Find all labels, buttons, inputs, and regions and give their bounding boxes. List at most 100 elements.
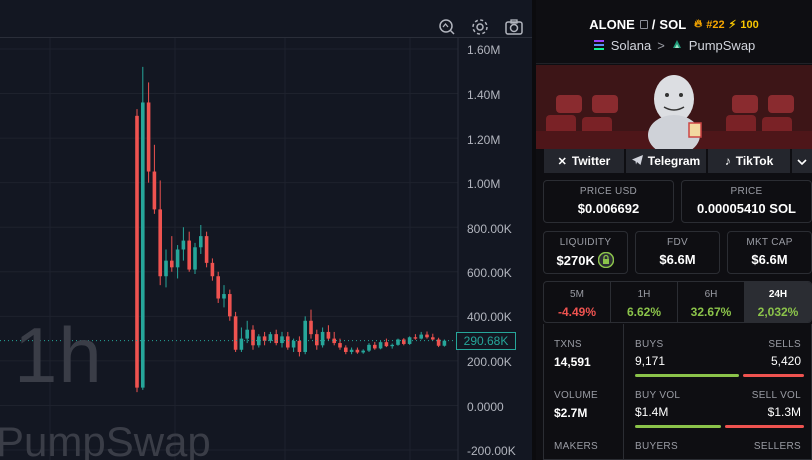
candle-body	[181, 240, 186, 250]
social-links: ✕ Twitter Telegram ♪ TikTok	[544, 149, 812, 173]
telegram-icon	[631, 154, 643, 168]
trending-rank[interactable]: #22	[706, 18, 725, 31]
tab-label: 24H	[768, 289, 788, 300]
candle-body	[268, 334, 273, 341]
candle-body	[355, 349, 360, 353]
liquidity-amount: $270K	[556, 253, 595, 268]
last-price-label: 290.68K	[456, 332, 516, 350]
telegram-link[interactable]: Telegram	[626, 149, 706, 173]
dex-link[interactable]: PumpSwap	[688, 38, 756, 53]
camera-icon[interactable]	[503, 16, 525, 38]
candle-body	[384, 342, 389, 347]
candle-body	[361, 350, 365, 353]
pair-separator: /	[651, 17, 656, 32]
sell-vol-ratio-bar	[725, 425, 804, 428]
buys-value: 9,171	[635, 354, 666, 368]
mcap-box: MKT CAP $6.6M	[727, 231, 812, 274]
volume-value: $2.7M	[554, 406, 588, 420]
candle-body	[309, 320, 313, 335]
candle-body	[425, 334, 429, 338]
quote-symbol: SOL	[659, 17, 687, 32]
buy-vol-value: $1.4M	[635, 405, 669, 419]
fdv-label[interactable]: FDV	[667, 237, 688, 248]
candle-body	[442, 340, 447, 346]
sellers-label: SELLERS	[753, 441, 801, 452]
candle-body	[164, 260, 168, 277]
buys-ratio-bar	[635, 374, 739, 377]
candle-body	[228, 294, 232, 317]
sells-ratio-bar	[743, 374, 804, 377]
candle-body	[175, 249, 180, 268]
copy-icon[interactable]	[639, 20, 648, 29]
tab-label: 5M	[570, 289, 584, 300]
trade-stats: TXNS 14,591 BUYS 9,171 SELLS 5,420 VOLUM…	[543, 324, 812, 460]
txns-label: TXNS	[554, 339, 582, 350]
candle-body	[338, 343, 342, 348]
candle-body	[280, 336, 284, 344]
candle-body	[245, 329, 249, 339]
buy-vol-label: BUY VOL	[635, 390, 681, 401]
price-native-box: PRICE 0.00005410 SOL	[681, 180, 812, 223]
fdv-value: $6.6M	[659, 252, 696, 267]
candle-body	[297, 340, 302, 352]
chain-link[interactable]: Solana	[610, 38, 652, 53]
tab-label: 1H	[637, 289, 651, 300]
candle-body	[187, 240, 191, 270]
boost-count[interactable]: 100	[740, 18, 759, 31]
tab-1h[interactable]: 1H 6.62%	[611, 282, 678, 322]
price-native-label: PRICE	[730, 186, 763, 197]
liquidity-value: $270K	[544, 251, 627, 271]
candlestick-chart[interactable]	[0, 0, 532, 460]
candle-body	[193, 247, 197, 270]
tab-6h[interactable]: 6H 32.67%	[678, 282, 745, 322]
candle-body	[315, 334, 319, 346]
candle-body	[141, 102, 145, 388]
price-axis-label: 800.00K	[467, 222, 512, 236]
chain-breadcrumb: Solana > PumpSwap	[536, 38, 812, 53]
candle-body	[431, 337, 435, 340]
telegram-label: Telegram	[647, 154, 701, 168]
chevron-right-icon: >	[657, 38, 665, 53]
mcap-label[interactable]: MKT CAP	[746, 237, 793, 248]
liquidity-box: LIQUIDITY $270K	[543, 231, 628, 274]
token-banner-image	[536, 65, 812, 149]
sell-vol-label: SELL VOL	[751, 390, 801, 401]
candle-body	[286, 336, 290, 348]
sells-label: SELLS	[768, 339, 801, 350]
candle-body	[390, 344, 394, 347]
candle-body	[274, 334, 278, 344]
candle-body	[373, 344, 377, 349]
more-socials-button[interactable]	[792, 149, 812, 173]
candle-body	[170, 260, 174, 268]
settings-icon[interactable]	[469, 16, 491, 38]
candle-body	[367, 344, 371, 351]
candle-body	[407, 337, 412, 344]
base-symbol: ALONE	[589, 17, 635, 32]
sells-value: 5,420	[770, 354, 801, 368]
pane-resize-handle[interactable]	[532, 0, 536, 460]
candle-body	[332, 338, 336, 344]
candle-body	[303, 320, 307, 352]
lock-icon[interactable]	[598, 251, 615, 271]
lightning-icon: ⚡︎	[728, 19, 737, 31]
candle-body	[436, 339, 441, 346]
tab-5m[interactable]: 5M -4.49%	[544, 282, 611, 322]
price-change: 32.67%	[690, 305, 732, 319]
price-chart[interactable]: 1h PumpSwap 1.60M 1.40M 1.20M 1.00M 800.…	[0, 0, 532, 460]
tab-24h[interactable]: 24H 2,032%	[745, 282, 811, 322]
candle-body	[233, 316, 238, 350]
tiktok-link[interactable]: ♪ TikTok	[708, 149, 790, 173]
price-axis-label: 1.60M	[467, 43, 501, 57]
buyers-label: BUYERS	[635, 441, 678, 452]
candle-body	[146, 102, 151, 172]
fdv-box: FDV $6.6M	[635, 231, 720, 274]
price-change: -4.49%	[557, 305, 597, 319]
interval-watermark: 1h	[14, 311, 103, 399]
indicator-search-icon[interactable]	[436, 16, 458, 38]
price-usd-value: $0.006692	[577, 201, 640, 216]
chevron-down-icon	[797, 154, 807, 168]
timeframe-tabs: 5M -4.49% 1H 6.62% 6H 32.67% 24H 2,032%	[543, 281, 812, 323]
twitter-link[interactable]: ✕ Twitter	[544, 149, 624, 173]
buys-label: BUYS	[635, 339, 664, 350]
